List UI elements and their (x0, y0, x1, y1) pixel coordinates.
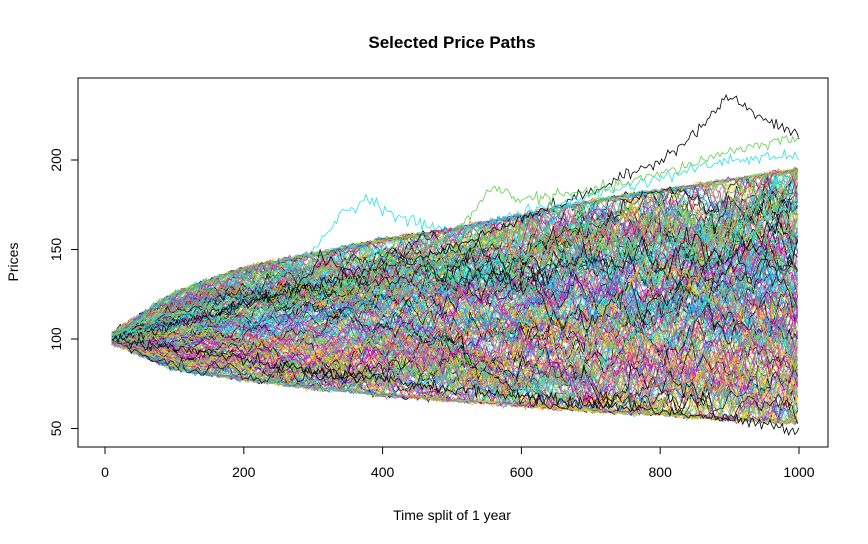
price-path (111, 335, 798, 405)
price-path (111, 200, 798, 334)
x-axis-label: Time split of 1 year (393, 507, 511, 523)
price-path (111, 325, 798, 396)
price-path (111, 185, 798, 338)
y-axis: 50 100 150 200 (48, 148, 79, 437)
price-path (111, 186, 798, 334)
y-axis-label: Prices (5, 243, 21, 282)
price-path (111, 261, 798, 349)
chart-title: Selected Price Paths (368, 33, 535, 52)
y-tick-label: 200 (48, 148, 64, 172)
price-path (111, 167, 798, 339)
price-paths (111, 94, 800, 437)
price-path (111, 272, 798, 352)
y-tick-label: 100 (48, 327, 64, 351)
price-path (111, 340, 798, 409)
price-path (111, 181, 798, 337)
price-path (111, 329, 798, 420)
x-tick-label: 400 (371, 464, 395, 480)
price-path (111, 237, 798, 339)
price-path (111, 167, 798, 337)
price-path (111, 315, 798, 391)
price-path (111, 339, 798, 426)
price-path (111, 252, 798, 359)
x-axis: 0 200 400 600 800 1000 (101, 446, 815, 480)
highlighted-price-path (111, 332, 800, 437)
price-path (111, 227, 798, 338)
price-path (111, 258, 798, 388)
highlighted-price-path (111, 148, 800, 342)
price-path (111, 193, 798, 338)
price-path (111, 276, 798, 356)
price-path (111, 255, 798, 339)
x-tick-label: 800 (649, 464, 673, 480)
y-tick-label: 50 (48, 421, 64, 437)
price-path (111, 232, 798, 342)
price-path (111, 303, 798, 404)
highlighted-price-path (111, 94, 800, 345)
price-path (111, 299, 798, 360)
price-path (111, 256, 798, 348)
price-path (111, 189, 798, 335)
price-path (111, 228, 798, 337)
price-path (111, 168, 798, 335)
price-path (111, 178, 798, 336)
x-tick-label: 1000 (783, 464, 814, 480)
price-path (111, 218, 798, 337)
x-tick-label: 600 (510, 464, 534, 480)
price-path (111, 271, 798, 369)
price-path (111, 169, 798, 333)
x-tick-label: 200 (232, 464, 256, 480)
y-tick-label: 150 (48, 238, 64, 262)
price-path (111, 226, 798, 341)
highlighted-price-path (111, 134, 800, 345)
price-path (111, 282, 798, 346)
x-tick-label: 0 (101, 464, 109, 480)
price-path (111, 167, 798, 334)
price-path (111, 230, 798, 341)
price-path (111, 328, 798, 424)
